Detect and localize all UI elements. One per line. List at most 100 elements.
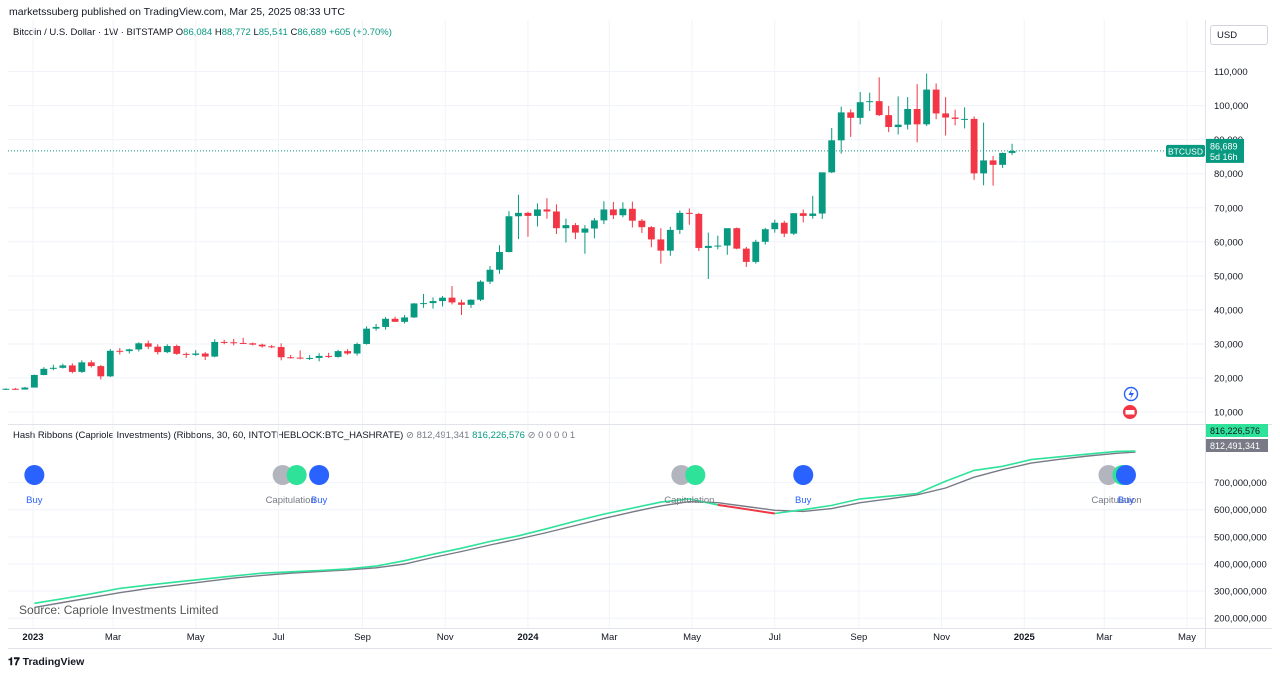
candle-body (1008, 150, 1016, 153)
candle-body (932, 89, 940, 114)
candle-body (230, 342, 238, 344)
time-tick-label: Mar (601, 632, 617, 643)
symbol-badge-text: BTCUSD (1168, 146, 1203, 156)
buy-signal-dot (309, 465, 330, 485)
candle-body (486, 269, 494, 282)
candle-body (875, 101, 883, 116)
candle-body (809, 213, 817, 216)
candle-body (628, 208, 636, 221)
time-tick-label: Sep (354, 632, 371, 643)
eye-off-icon: ⊘ (527, 430, 536, 441)
candle-body (420, 303, 427, 305)
candle-body (477, 281, 484, 300)
candle-body (277, 347, 285, 358)
candle-body (742, 248, 750, 262)
capitulation-signal-label: Capitulation (1091, 495, 1141, 506)
candle-body (609, 209, 617, 216)
candle-body (866, 101, 874, 103)
axes-group: 10,000 20,000 30,000 40,000 50,000 60,000 70,0… (8, 20, 1272, 649)
candle-body (163, 346, 171, 353)
buy-signal-label: Buy (1118, 495, 1135, 506)
time-tick-label: May (683, 632, 701, 643)
currency-selector[interactable]: USD (1210, 25, 1268, 45)
candle-body (524, 212, 532, 216)
candle-body (391, 318, 399, 322)
time-tick-label: Jul (272, 632, 284, 643)
time-tick-label: Mar (1096, 632, 1112, 643)
open-label: O (175, 27, 184, 38)
fast-ribbon-line (34, 450, 1136, 605)
candle-body (799, 213, 807, 216)
buy-signal-label: Buy (311, 495, 328, 506)
candle-body (904, 109, 912, 125)
candle-body (401, 317, 408, 322)
candle-body (429, 301, 437, 304)
indicator-tick-label: 700,000,000 (1214, 478, 1267, 489)
time-tick-label: Nov (437, 632, 454, 643)
indicator-tick-label: 600,000,000 (1214, 505, 1267, 516)
change-value: +605 (+0.70%) (329, 27, 392, 38)
candle-body (828, 140, 836, 173)
candle-body (135, 343, 143, 350)
candle-body (287, 357, 295, 359)
price-tick-label: 100,000 (1214, 101, 1248, 112)
candle-body (306, 357, 314, 359)
candle-body (40, 368, 48, 375)
high-label: H (214, 27, 222, 38)
candle-body (154, 346, 162, 353)
candle-body (296, 357, 304, 359)
candle-body (201, 353, 209, 357)
candle-body (106, 350, 114, 377)
candle-body (752, 241, 760, 262)
candle-body (980, 160, 988, 174)
symbol-title: Bitcoin / U.S. Dollar · 1W · BITSTAMP (13, 27, 174, 38)
candle-body (970, 118, 978, 174)
tv-logo-text: TradingView (22, 656, 85, 668)
candle-body (600, 209, 608, 221)
buy-signal-dot (24, 465, 45, 485)
indicator-slow-value: 812,491,341 (416, 430, 470, 441)
candle-body (913, 109, 921, 125)
last-price-badge (1206, 138, 1244, 163)
candle-body (581, 228, 589, 233)
indicator-fast-value: 816,226,576 (472, 430, 525, 441)
buy-signal-dot (1115, 465, 1136, 485)
time-tick-label: May (1178, 632, 1196, 643)
price-tick-label: 20,000 (1214, 374, 1243, 385)
close-label: C (290, 27, 298, 38)
low-label: L (253, 27, 259, 38)
capitulation-signal-label: Capitulation (266, 495, 316, 506)
price-tick-label: 10,000 (1214, 408, 1243, 419)
open-value: 86,084 (183, 27, 213, 38)
candle-body (619, 208, 627, 216)
indicator-legend: Hash Ribbons (Capriole Investments) (Rib… (13, 430, 575, 441)
ribbons-group (34, 450, 1136, 609)
time-tick-label: Sep (850, 632, 867, 643)
candle-body (780, 222, 788, 234)
candle-body (97, 366, 105, 377)
buy-signal-label: Buy (795, 495, 812, 506)
candle-body (382, 318, 389, 327)
indicator-signal-values: 0 0 0 0 1 (538, 430, 576, 441)
lightning-icon-glyph (1128, 389, 1134, 400)
candle-body (505, 216, 513, 253)
slow-value-text: 812,491,341 (1210, 441, 1260, 451)
candle-body (885, 115, 893, 128)
candle-body (923, 89, 931, 125)
candle-body (553, 211, 560, 229)
time-tick-label: May (187, 632, 205, 643)
candle-body (192, 353, 200, 355)
tradingview-logo[interactable]: 𝟏𝟕 TradingView (8, 656, 84, 669)
indicator-tick-label: 500,000,000 (1214, 532, 1267, 543)
candle-body (856, 102, 864, 118)
indicator-tick-label: 200,000,000 (1214, 614, 1267, 625)
candle-body (78, 362, 86, 372)
candle-body (771, 222, 779, 230)
candle-body (258, 344, 266, 347)
candle-body (847, 112, 855, 118)
candle-body (837, 112, 845, 141)
symbol-badge (1166, 144, 1205, 157)
